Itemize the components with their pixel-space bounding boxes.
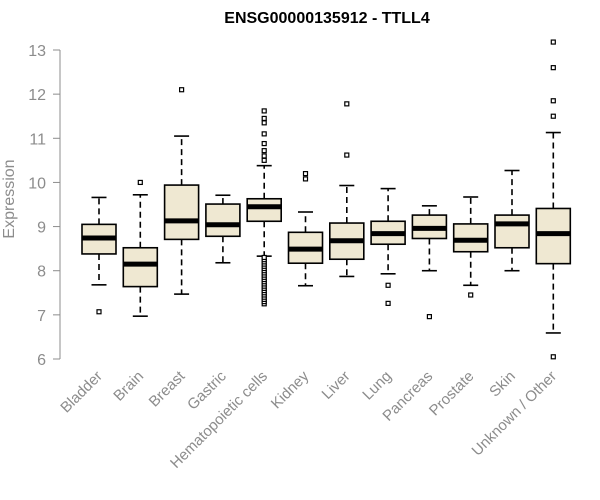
- box: [246, 197, 282, 223]
- box-group: [81, 196, 117, 315]
- outlier-point: [468, 292, 474, 298]
- outlier-point: [550, 354, 556, 360]
- box-group: [163, 87, 200, 295]
- box: [163, 184, 200, 241]
- box-group: [370, 187, 406, 306]
- outlier-point: [302, 176, 309, 182]
- outlier-point: [261, 140, 267, 147]
- y-tick-label: 13: [28, 43, 46, 60]
- x-tick-label: Brain: [110, 368, 147, 405]
- x-tick-label: Breast: [146, 367, 189, 410]
- y-axis-label: Expression: [1, 159, 18, 238]
- outlier-point: [385, 300, 391, 306]
- x-tick-label: Skin: [486, 368, 519, 401]
- outlier-point: [261, 120, 267, 126]
- y-axis: 6 7 8 9 10 11 12 13: [28, 43, 61, 369]
- outlier-point: [261, 153, 267, 159]
- box-group: [452, 196, 489, 298]
- box: [122, 246, 159, 288]
- outlier-point: [550, 113, 556, 119]
- box-group: [411, 205, 448, 320]
- y-tick-label: 6: [37, 352, 46, 369]
- outlier-point: [426, 314, 432, 320]
- outlier-point: [344, 152, 350, 158]
- box-group: [122, 179, 159, 317]
- x-tick-label: Lung: [359, 368, 395, 404]
- box-group: [287, 171, 324, 287]
- outlier-point: [385, 282, 391, 288]
- boxes: [81, 39, 572, 360]
- outlier-point: [261, 131, 267, 137]
- outlier-point: [179, 87, 185, 93]
- outlier-point: [550, 39, 556, 45]
- y-tick-label: 8: [37, 264, 46, 281]
- outlier-point: [137, 179, 143, 186]
- y-tick-label: 10: [28, 175, 46, 192]
- box: [205, 203, 241, 238]
- y-tick-label: 9: [37, 220, 46, 237]
- outlier-point: [261, 157, 267, 163]
- outlier-point: [550, 65, 556, 71]
- outlier-point: [550, 98, 556, 104]
- box-group: [246, 108, 282, 307]
- x-tick-label: Kidney: [268, 367, 313, 412]
- outlier-point: [96, 309, 102, 315]
- y-tick-label: 11: [29, 131, 46, 148]
- outlier-point: [344, 101, 350, 107]
- y-tick-label: 7: [37, 308, 46, 325]
- box-group: [205, 194, 241, 264]
- outlier-point: [261, 148, 267, 154]
- outlier-point: [302, 171, 309, 177]
- x-tick-label: Bladder: [57, 368, 106, 417]
- box-group: [535, 39, 572, 360]
- x-tick-label: Prostate: [426, 368, 478, 420]
- chart-title: ENSG00000135912 - TTLL4: [224, 10, 430, 27]
- box-group: [328, 101, 365, 278]
- outlier-point: [261, 115, 267, 122]
- outlier-point: [261, 254, 267, 261]
- x-tick-label: Liver: [319, 368, 354, 403]
- y-tick-label: 12: [28, 87, 46, 104]
- outlier-point: [261, 108, 267, 114]
- box: [494, 214, 530, 249]
- box-group: [494, 169, 530, 272]
